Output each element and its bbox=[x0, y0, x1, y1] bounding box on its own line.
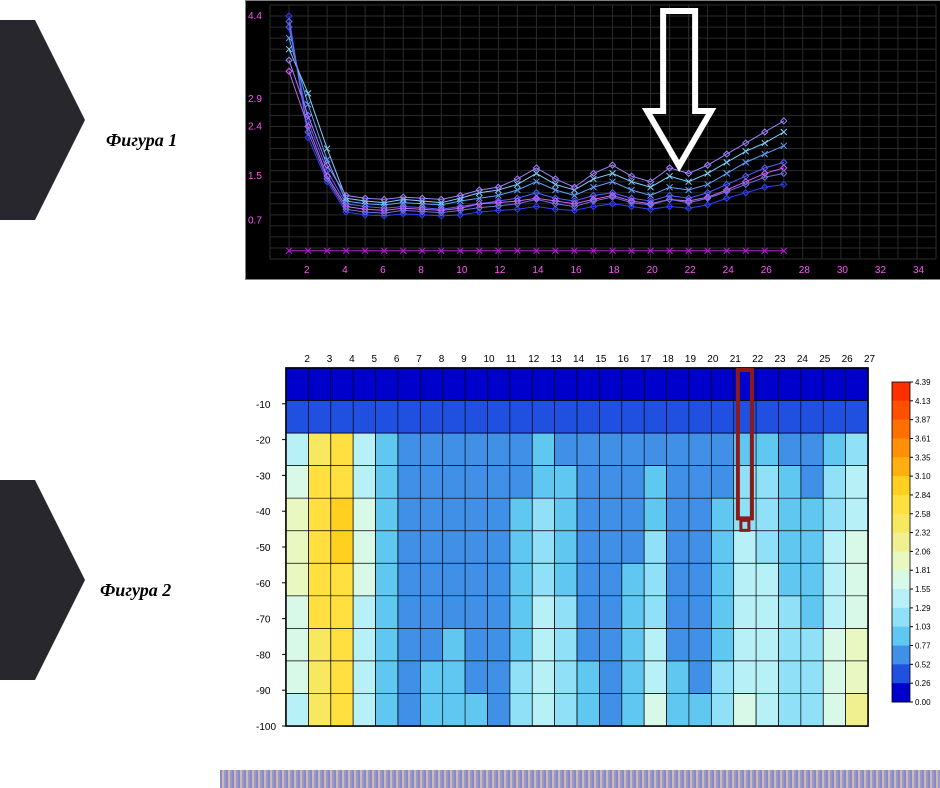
svg-text:5: 5 bbox=[372, 354, 378, 365]
svg-text:-90: -90 bbox=[256, 686, 271, 697]
svg-text:3.87: 3.87 bbox=[915, 416, 931, 425]
svg-text:10: 10 bbox=[456, 265, 468, 276]
svg-text:7: 7 bbox=[416, 354, 422, 365]
svg-text:24: 24 bbox=[723, 265, 735, 276]
svg-text:-80: -80 bbox=[256, 650, 271, 661]
svg-text:17: 17 bbox=[640, 354, 652, 365]
svg-text:4.39: 4.39 bbox=[915, 378, 931, 387]
svg-text:-70: -70 bbox=[256, 615, 271, 626]
svg-text:34: 34 bbox=[913, 265, 925, 276]
svg-text:2.4: 2.4 bbox=[248, 121, 262, 132]
svg-text:18: 18 bbox=[663, 354, 675, 365]
svg-text:-30: -30 bbox=[256, 471, 271, 482]
svg-text:0.7: 0.7 bbox=[248, 215, 262, 226]
svg-text:3.35: 3.35 bbox=[915, 453, 931, 462]
svg-text:2: 2 bbox=[304, 354, 310, 365]
svg-text:2.58: 2.58 bbox=[915, 510, 931, 519]
svg-text:25: 25 bbox=[819, 354, 831, 365]
chart-2-contour-map: 2345678910111213141516171819202122232425… bbox=[230, 344, 940, 744]
svg-text:0.00: 0.00 bbox=[915, 698, 931, 707]
svg-text:30: 30 bbox=[837, 265, 849, 276]
svg-text:4: 4 bbox=[342, 265, 348, 276]
svg-text:20: 20 bbox=[647, 265, 659, 276]
svg-text:12: 12 bbox=[494, 265, 506, 276]
svg-text:32: 32 bbox=[875, 265, 887, 276]
figure-1-label: Фигура 1 bbox=[106, 130, 177, 151]
svg-text:8: 8 bbox=[439, 354, 445, 365]
figure-2-label: Фигура 2 bbox=[100, 580, 171, 601]
svg-text:21: 21 bbox=[730, 354, 742, 365]
svg-text:4: 4 bbox=[349, 354, 355, 365]
svg-text:1.03: 1.03 bbox=[915, 623, 931, 632]
svg-text:16: 16 bbox=[618, 354, 630, 365]
svg-text:-100: -100 bbox=[256, 722, 276, 733]
svg-text:3.10: 3.10 bbox=[915, 472, 931, 481]
svg-text:2.06: 2.06 bbox=[915, 547, 931, 556]
svg-text:28: 28 bbox=[799, 265, 811, 276]
page: Фигура 1 Фигура 2 0.71.52.42.94.42468101… bbox=[0, 0, 940, 788]
svg-text:2.9: 2.9 bbox=[248, 94, 262, 105]
svg-text:1.5: 1.5 bbox=[248, 171, 262, 182]
svg-text:16: 16 bbox=[570, 265, 582, 276]
svg-text:-60: -60 bbox=[256, 579, 271, 590]
side-arrow-2 bbox=[0, 480, 85, 680]
svg-text:-40: -40 bbox=[256, 507, 271, 518]
svg-text:14: 14 bbox=[573, 354, 585, 365]
svg-text:10: 10 bbox=[483, 354, 495, 365]
svg-text:2.84: 2.84 bbox=[915, 491, 931, 500]
noise-strip bbox=[220, 770, 940, 788]
svg-text:1.29: 1.29 bbox=[915, 604, 931, 613]
svg-text:0.26: 0.26 bbox=[915, 679, 931, 688]
svg-text:14: 14 bbox=[532, 265, 544, 276]
svg-text:3.61: 3.61 bbox=[915, 434, 931, 443]
svg-text:15: 15 bbox=[595, 354, 607, 365]
svg-text:11: 11 bbox=[506, 354, 517, 365]
svg-text:27: 27 bbox=[864, 354, 876, 365]
side-arrow-1 bbox=[0, 20, 85, 220]
svg-text:18: 18 bbox=[609, 265, 621, 276]
svg-text:6: 6 bbox=[380, 265, 386, 276]
svg-text:24: 24 bbox=[797, 354, 809, 365]
svg-text:1.81: 1.81 bbox=[915, 566, 931, 575]
svg-text:2: 2 bbox=[304, 265, 310, 276]
svg-text:-10: -10 bbox=[256, 400, 271, 411]
chart-1-line-plot: 0.71.52.42.94.42468101214161820222426283… bbox=[245, 0, 940, 280]
svg-text:23: 23 bbox=[774, 354, 786, 365]
svg-text:6: 6 bbox=[394, 354, 400, 365]
svg-text:0.52: 0.52 bbox=[915, 660, 931, 669]
svg-text:22: 22 bbox=[685, 265, 697, 276]
svg-text:13: 13 bbox=[551, 354, 563, 365]
svg-text:26: 26 bbox=[761, 265, 773, 276]
svg-text:9: 9 bbox=[461, 354, 467, 365]
svg-text:4.4: 4.4 bbox=[248, 11, 262, 22]
svg-text:-20: -20 bbox=[256, 436, 271, 447]
svg-text:19: 19 bbox=[685, 354, 697, 365]
svg-text:26: 26 bbox=[842, 354, 854, 365]
svg-text:0.77: 0.77 bbox=[915, 642, 931, 651]
svg-text:8: 8 bbox=[418, 265, 424, 276]
svg-text:20: 20 bbox=[707, 354, 719, 365]
svg-text:2.32: 2.32 bbox=[915, 529, 931, 538]
svg-text:1.55: 1.55 bbox=[915, 585, 931, 594]
svg-text:4.13: 4.13 bbox=[915, 397, 931, 406]
svg-text:-50: -50 bbox=[256, 543, 271, 554]
svg-text:22: 22 bbox=[752, 354, 764, 365]
svg-text:3: 3 bbox=[327, 354, 333, 365]
svg-text:12: 12 bbox=[528, 354, 540, 365]
